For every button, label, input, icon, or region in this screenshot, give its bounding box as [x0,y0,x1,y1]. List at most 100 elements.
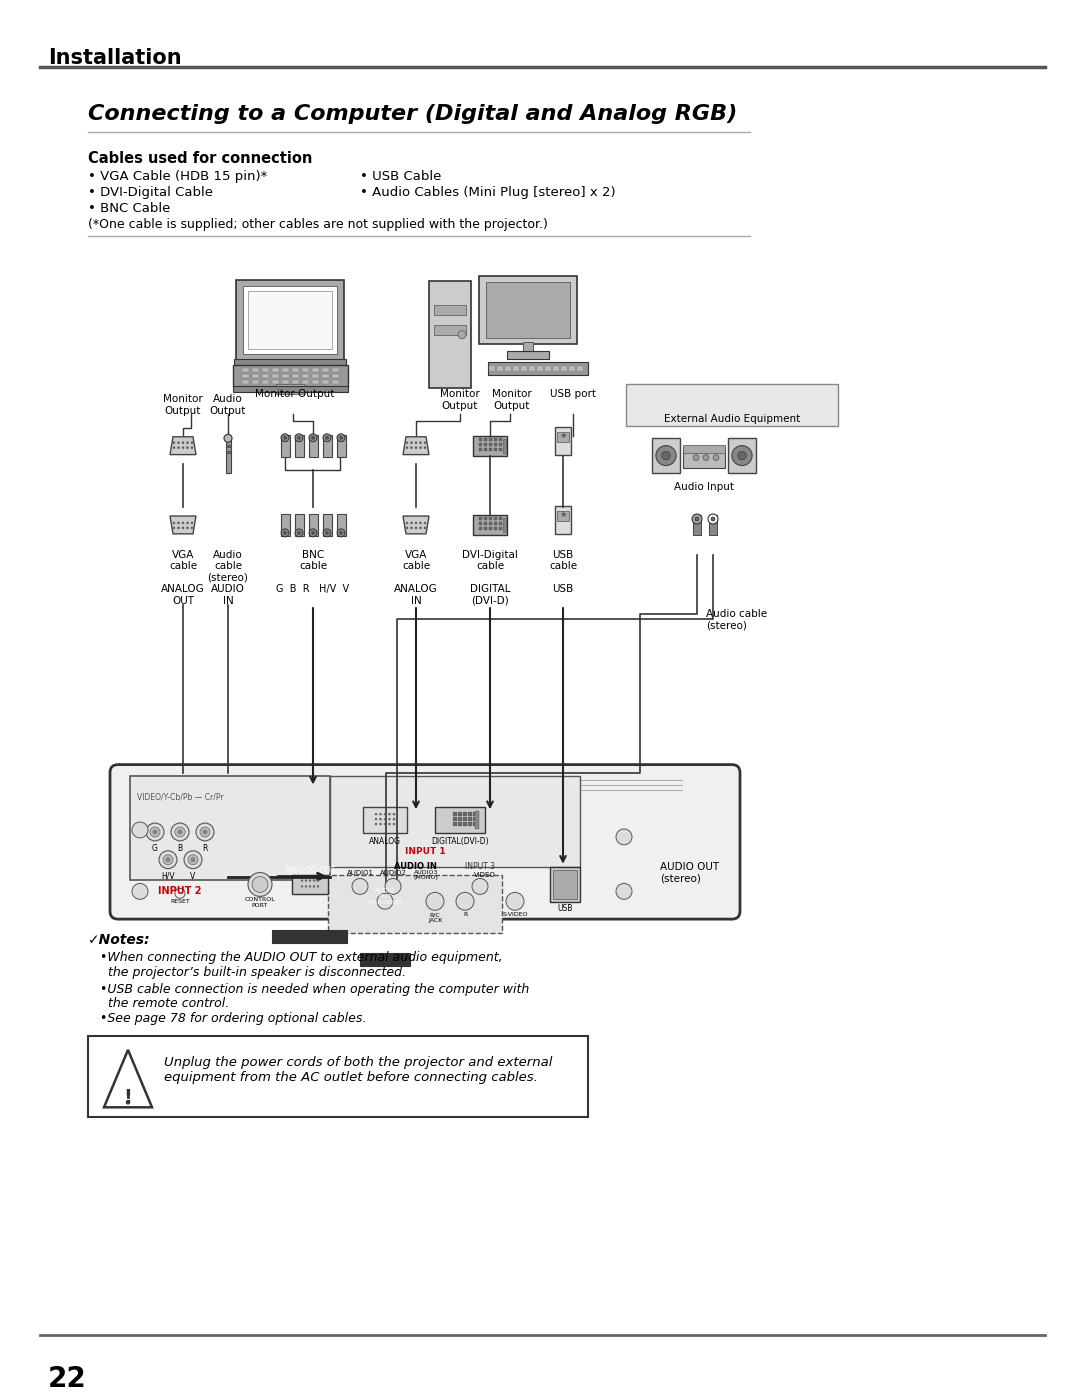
Circle shape [352,879,368,894]
FancyBboxPatch shape [242,374,248,379]
FancyBboxPatch shape [488,517,491,521]
FancyBboxPatch shape [683,447,725,468]
FancyBboxPatch shape [473,823,476,826]
Circle shape [419,447,421,448]
FancyBboxPatch shape [226,439,230,474]
FancyBboxPatch shape [537,366,543,372]
FancyBboxPatch shape [683,444,725,453]
Circle shape [305,886,307,887]
FancyBboxPatch shape [475,812,480,828]
Circle shape [456,893,474,911]
Circle shape [458,331,465,338]
Circle shape [311,436,314,439]
Circle shape [424,522,426,524]
Text: External Audio Equipment: External Audio Equipment [664,414,800,425]
Text: S-VIDEO: S-VIDEO [502,912,528,918]
Circle shape [383,813,387,816]
Circle shape [146,823,164,841]
FancyBboxPatch shape [271,374,279,379]
Circle shape [406,447,408,448]
Circle shape [389,819,391,820]
FancyBboxPatch shape [557,432,569,441]
Text: AUDIO
OUT
(VARIABLE): AUDIO OUT (VARIABLE) [367,888,403,905]
FancyBboxPatch shape [252,369,258,373]
Text: ANALOG
IN: ANALOG IN [394,584,437,606]
FancyBboxPatch shape [553,870,577,898]
Text: USB: USB [557,904,572,914]
Circle shape [195,823,214,841]
Text: RESET: RESET [171,900,190,904]
Text: G  B  R   H/V  V: G B R H/V V [276,584,350,594]
FancyBboxPatch shape [478,439,482,441]
Circle shape [692,514,702,524]
FancyBboxPatch shape [728,437,756,474]
Text: • VGA Cable (HDB 15 pin)*: • VGA Cable (HDB 15 pin)* [87,170,268,183]
FancyBboxPatch shape [282,369,288,373]
Text: VGA
cable: VGA cable [402,549,430,571]
Circle shape [281,529,289,536]
Text: ★: ★ [559,510,567,520]
Circle shape [616,828,632,845]
Circle shape [126,1101,130,1105]
FancyBboxPatch shape [473,515,507,535]
Circle shape [191,527,193,529]
FancyBboxPatch shape [454,823,457,826]
FancyBboxPatch shape [494,439,497,441]
FancyBboxPatch shape [523,342,534,352]
Circle shape [283,436,286,439]
Circle shape [732,446,752,465]
Text: the projector’s built-in speaker is disconnected.: the projector’s built-in speaker is disc… [100,965,406,979]
Text: INPUT 2: INPUT 2 [159,887,202,897]
FancyBboxPatch shape [499,439,501,441]
FancyBboxPatch shape [261,369,269,373]
Circle shape [177,522,179,524]
Circle shape [187,527,189,529]
Circle shape [375,813,377,816]
FancyBboxPatch shape [494,522,497,525]
Circle shape [339,531,342,534]
Text: AUDIO2: AUDIO2 [379,869,406,876]
FancyBboxPatch shape [489,366,495,372]
FancyBboxPatch shape [507,351,549,359]
FancyBboxPatch shape [484,439,486,441]
Text: Monitor Output: Monitor Output [255,390,335,400]
Text: Monitor
Output: Monitor Output [492,390,531,411]
FancyBboxPatch shape [555,427,571,454]
FancyBboxPatch shape [272,930,347,943]
Circle shape [406,441,408,444]
Circle shape [419,441,421,444]
FancyBboxPatch shape [242,369,248,373]
FancyBboxPatch shape [292,374,298,379]
Text: AUDIO IN: AUDIO IN [393,862,436,870]
Circle shape [178,830,183,834]
Circle shape [711,517,715,521]
FancyBboxPatch shape [484,522,486,525]
Circle shape [389,823,391,826]
FancyBboxPatch shape [301,380,309,384]
Circle shape [187,441,189,444]
Circle shape [713,454,719,461]
Circle shape [173,447,175,448]
Circle shape [393,823,395,826]
Text: USB: USB [552,584,573,594]
Circle shape [153,830,157,834]
Text: •When connecting the AUDIO OUT to external audio equipment,: •When connecting the AUDIO OUT to extern… [100,951,502,964]
Circle shape [248,873,272,897]
FancyBboxPatch shape [360,953,410,965]
FancyBboxPatch shape [478,443,482,446]
FancyBboxPatch shape [473,436,507,455]
Circle shape [419,522,421,524]
Circle shape [309,886,311,887]
FancyBboxPatch shape [458,813,462,816]
Circle shape [309,434,318,441]
Text: (*One cable is supplied; other cables are not supplied with the projector.): (*One cable is supplied; other cables ar… [87,218,548,231]
Circle shape [166,858,170,862]
Circle shape [379,823,381,826]
FancyBboxPatch shape [494,517,497,521]
FancyBboxPatch shape [226,446,230,447]
FancyBboxPatch shape [295,434,303,457]
Circle shape [309,880,311,882]
FancyBboxPatch shape [322,380,328,384]
Text: the remote control.: the remote control. [100,997,229,1010]
Circle shape [301,880,303,882]
